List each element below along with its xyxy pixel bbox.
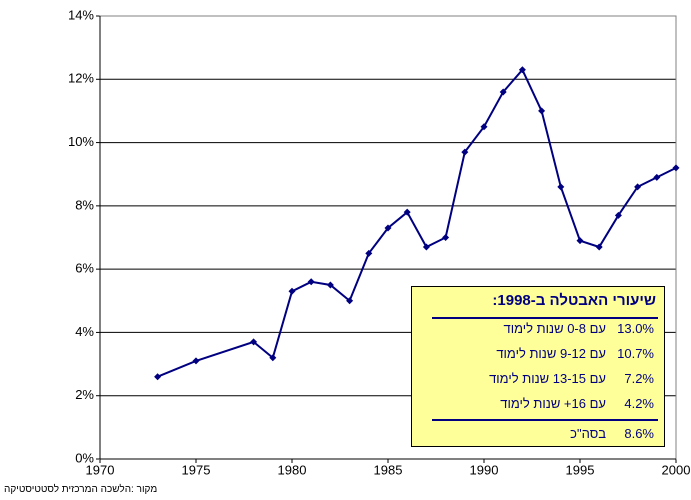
x-tick-label: 1990: [470, 462, 499, 477]
point-marker: [634, 183, 642, 191]
point-marker: [557, 183, 565, 191]
point-marker: [480, 123, 488, 131]
x-tick-label: 1980: [278, 462, 307, 477]
inset-label: בסה"כ: [570, 426, 606, 441]
point-marker: [154, 373, 162, 381]
point-marker: [461, 148, 469, 156]
point-marker: [346, 297, 354, 305]
point-marker: [614, 211, 622, 219]
point-marker: [518, 66, 526, 74]
inset-value: 4.2%: [624, 396, 654, 411]
y-tick-label: 4%: [75, 324, 94, 339]
x-tick-label: 1975: [182, 462, 211, 477]
point-marker: [403, 208, 411, 216]
inset-value: 10.7%: [617, 346, 654, 361]
point-marker: [442, 234, 450, 241]
x-tick-label: 2000: [662, 462, 691, 477]
inset-label: עם 0-8 שנות לימוד: [503, 321, 606, 336]
y-tick-label: 8%: [75, 197, 94, 212]
y-tick-label: 6%: [75, 261, 94, 276]
inset-value: 7.2%: [624, 371, 654, 386]
inset-box: שיעורי האבטלה ב-1998: 13.0% עם 0-8 שנות ל…: [411, 286, 665, 447]
point-marker: [653, 173, 661, 181]
point-marker: [384, 224, 392, 232]
y-tick-label: 2%: [75, 387, 94, 402]
y-tick-label: 10%: [68, 134, 94, 149]
point-marker: [672, 164, 680, 172]
inset-row: 13.0% עם 0-8 שנות לימוד: [422, 321, 654, 339]
inset-row: 4.2% עם 16+ שנות לימוד: [422, 396, 654, 414]
point-marker: [422, 243, 430, 251]
point-marker: [192, 357, 200, 365]
inset-label: עם 13-15 שנות לימוד: [489, 371, 606, 386]
point-marker: [365, 249, 373, 257]
point-marker: [269, 354, 277, 362]
x-tick-label: 1970: [86, 462, 115, 477]
inset-row: 8.6% בסה"כ: [422, 426, 654, 444]
y-tick-label: 14%: [68, 7, 94, 22]
point-marker: [538, 107, 546, 115]
point-marker: [307, 278, 315, 286]
inset-value: 13.0%: [617, 321, 654, 336]
inset-title: שיעורי האבטלה ב-1998:: [492, 292, 656, 309]
inset-label: עם 16+ שנות לימוד: [500, 396, 606, 411]
inset-value: 8.6%: [624, 426, 654, 441]
y-tick-label: 0%: [75, 450, 94, 465]
point-marker: [595, 243, 603, 251]
point-marker: [499, 88, 507, 96]
point-marker: [288, 287, 296, 295]
source: מקור :הלשכה המרכזית לסטטיסטיקה: [4, 484, 158, 495]
inset-label: עם 9-12 שנות לימוד: [496, 346, 606, 361]
point-marker: [326, 281, 334, 289]
inset-rule: [432, 419, 658, 421]
x-tick-label: 1995: [566, 462, 595, 477]
point-marker: [250, 338, 258, 346]
inset-row: 7.2% עם 13-15 שנות לימוד: [422, 371, 654, 389]
y-tick-label: 12%: [68, 71, 94, 86]
inset-rule: [432, 317, 658, 319]
inset-row: 10.7% עם 9-12 שנות לימוד: [422, 346, 654, 364]
x-tick-label: 1985: [374, 462, 403, 477]
point-marker: [576, 237, 584, 245]
